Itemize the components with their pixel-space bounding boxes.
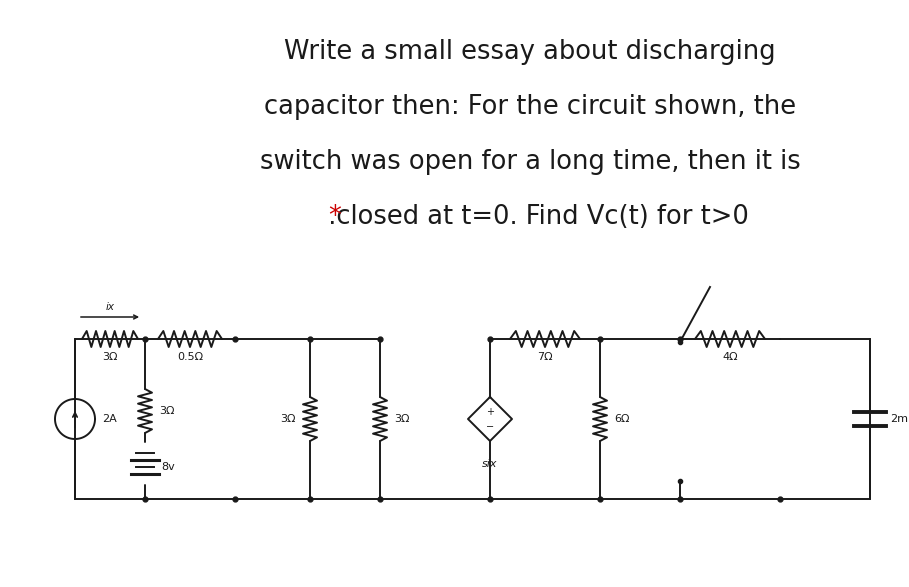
Text: 3Ω: 3Ω bbox=[281, 414, 296, 424]
Text: Write a small essay about discharging: Write a small essay about discharging bbox=[285, 39, 775, 65]
Text: 4Ω: 4Ω bbox=[722, 352, 738, 362]
Text: +: + bbox=[486, 407, 494, 417]
Text: 3Ω: 3Ω bbox=[102, 352, 118, 362]
Text: ix: ix bbox=[105, 302, 115, 312]
Text: 7Ω: 7Ω bbox=[537, 352, 553, 362]
Text: *: * bbox=[328, 204, 342, 230]
Text: .closed at t=0. Find Vc(t) for t>0: .closed at t=0. Find Vc(t) for t>0 bbox=[312, 204, 748, 230]
Text: −: − bbox=[486, 422, 494, 432]
Text: 3Ω: 3Ω bbox=[159, 406, 175, 416]
Text: switch was open for a long time, then it is: switch was open for a long time, then it… bbox=[260, 149, 801, 175]
Text: 3Ω: 3Ω bbox=[394, 414, 409, 424]
Text: 2A: 2A bbox=[102, 414, 116, 424]
Text: 0.5Ω: 0.5Ω bbox=[177, 352, 203, 362]
Text: six: six bbox=[483, 459, 498, 469]
Text: capacitor then: For the circuit shown, the: capacitor then: For the circuit shown, t… bbox=[264, 94, 796, 120]
Text: 8v: 8v bbox=[161, 462, 175, 472]
Text: 6Ω: 6Ω bbox=[614, 414, 630, 424]
Text: 2mF: 2mF bbox=[890, 414, 909, 424]
